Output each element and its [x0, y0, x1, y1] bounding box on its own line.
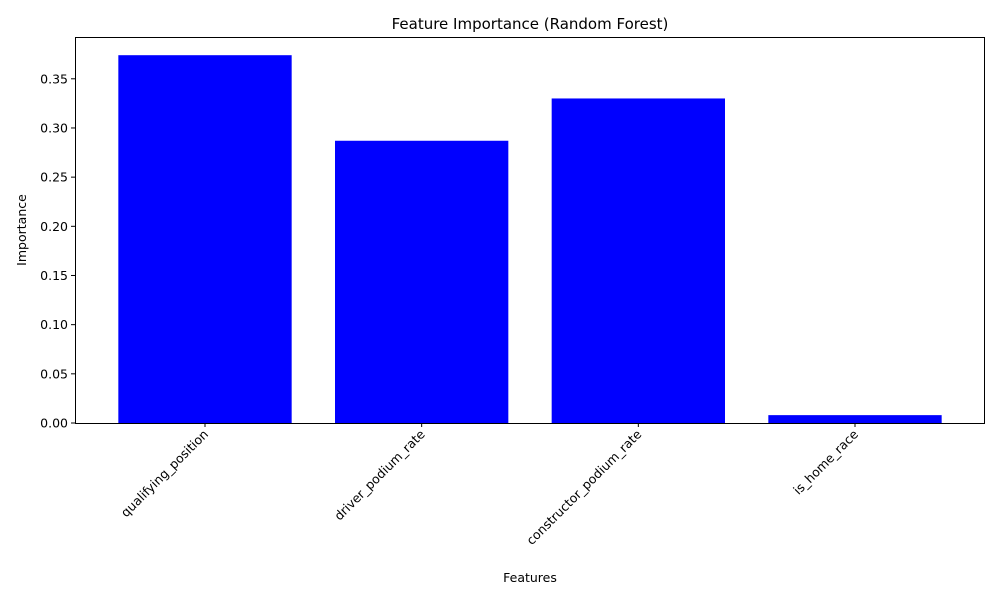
y-tick-label: 0.25 [40, 170, 68, 185]
y-axis-label: Importance [14, 194, 29, 266]
x-tick-label: constructor_podium_rate [523, 426, 644, 547]
y-tick-label: 0.15 [40, 268, 68, 283]
y-tick-label: 0.20 [40, 219, 68, 234]
x-axis-label: Features [503, 570, 557, 585]
y-tick-label: 0.00 [40, 416, 68, 431]
bar-driver-podium-rate [335, 140, 509, 423]
y-tick-label: 0.10 [40, 317, 68, 332]
y-axis: 0.00 0.05 0.10 0.15 0.20 0.25 0.30 0.35 [40, 71, 75, 431]
bar-qualifying-position [118, 55, 292, 423]
x-tick-label: qualifying_position [118, 427, 211, 520]
chart-title: Feature Importance (Random Forest) [392, 15, 669, 33]
bar-constructor-podium-rate [551, 98, 725, 423]
y-tick-label: 0.05 [40, 366, 68, 381]
bars-group [118, 55, 942, 423]
x-tick-label: driver_podium_rate [331, 426, 428, 523]
plot-frame [75, 37, 985, 424]
bar-is-home-race [768, 415, 942, 423]
x-axis: qualifying_position driver_podium_rate con… [118, 423, 861, 548]
x-tick-label: is_home_race [790, 426, 861, 497]
y-tick-label: 0.35 [40, 71, 68, 86]
y-tick-label: 0.30 [40, 120, 68, 135]
